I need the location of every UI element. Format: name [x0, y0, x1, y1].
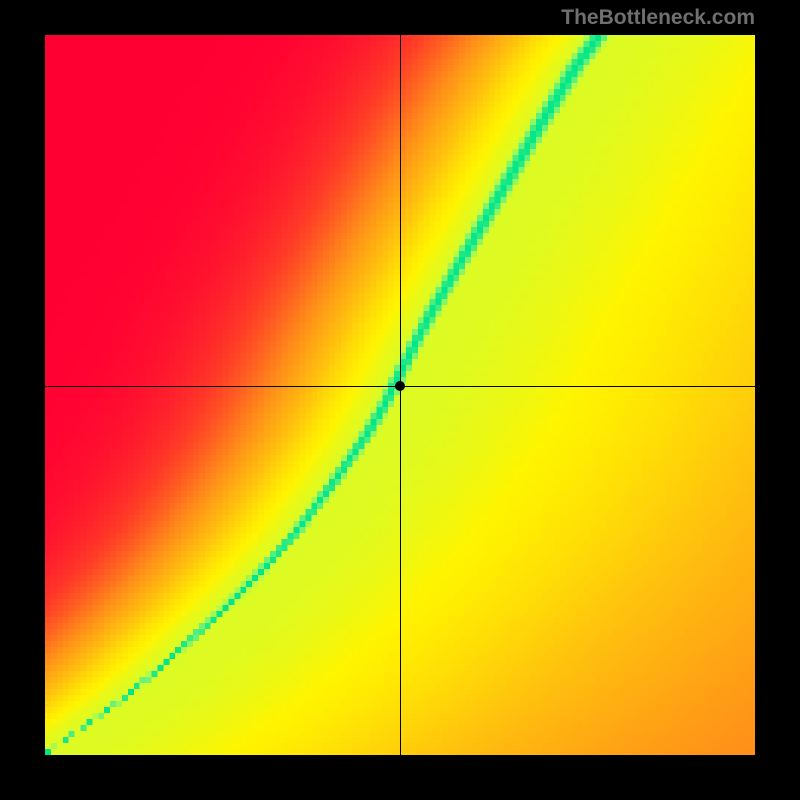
watermark-text: TheBottleneck.com [561, 6, 755, 30]
score-marker [395, 381, 405, 391]
crosshair-vertical [400, 35, 401, 755]
